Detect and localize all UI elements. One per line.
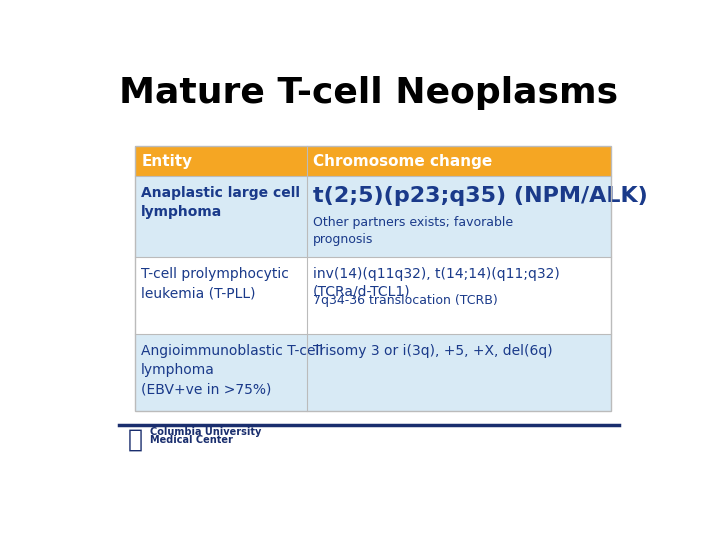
Bar bbox=[135, 146, 611, 177]
Text: Medical Center: Medical Center bbox=[150, 435, 233, 445]
Text: Other partners exists; favorable
prognosis: Other partners exists; favorable prognos… bbox=[313, 217, 513, 246]
Text: Entity: Entity bbox=[141, 153, 192, 168]
Text: inv(14)(q11q32), t(14;14)(q11;q32)
(TCRa/d-TCL1): inv(14)(q11q32), t(14;14)(q11;q32) (TCRa… bbox=[313, 267, 560, 299]
Text: Angioimmunoblastic T-cell
lymphoma
(EBV+ve in >75%): Angioimmunoblastic T-cell lymphoma (EBV+… bbox=[141, 343, 323, 396]
Text: Mature T-cell Neoplasms: Mature T-cell Neoplasms bbox=[120, 76, 618, 110]
Text: T-cell prolymphocytic
leukemia (T-PLL): T-cell prolymphocytic leukemia (T-PLL) bbox=[141, 267, 289, 300]
Text: ♚: ♚ bbox=[127, 429, 143, 452]
Bar bbox=[135, 257, 611, 334]
Bar bbox=[135, 146, 611, 411]
Text: Anaplastic large cell
lymphoma: Anaplastic large cell lymphoma bbox=[141, 186, 300, 219]
Bar bbox=[135, 334, 611, 411]
Text: Columbia University: Columbia University bbox=[150, 427, 262, 437]
Text: 7q34-36 translocation (TCRB): 7q34-36 translocation (TCRB) bbox=[313, 294, 498, 307]
Text: Chromosome change: Chromosome change bbox=[313, 153, 492, 168]
Text: t(2;5)(p23;q35) (NPM/ALK): t(2;5)(p23;q35) (NPM/ALK) bbox=[313, 186, 648, 206]
Text: Trisomy 3 or i(3q), +5, +X, del(6q): Trisomy 3 or i(3q), +5, +X, del(6q) bbox=[313, 343, 553, 357]
Bar bbox=[135, 177, 611, 257]
